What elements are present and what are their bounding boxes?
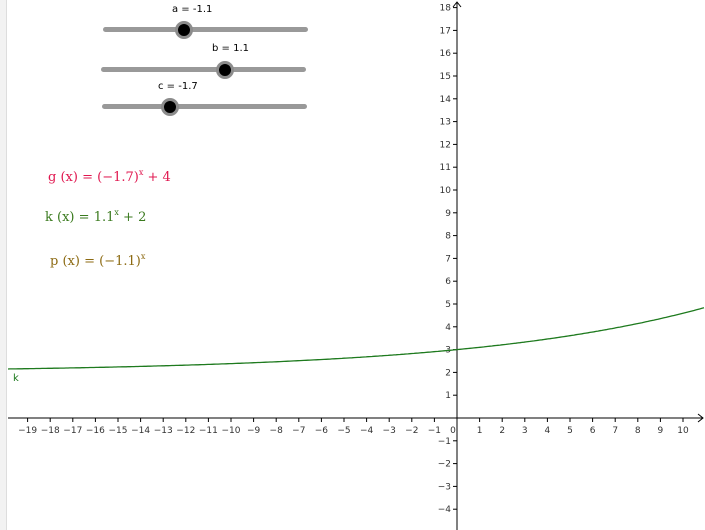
x-tick-label: 2 [499,426,505,436]
x-tick-label: −18 [41,426,60,436]
x-tick-label: −8 [270,426,284,436]
slider-b-knob[interactable] [216,61,234,79]
x-tick-label: −12 [176,426,195,436]
x-axis-arrow [697,413,704,423]
slider-a-track[interactable] [103,27,308,32]
expression-p-exponent: x [140,252,146,261]
expression-p-arg: (x) [62,254,80,269]
x-tick-label: −11 [199,426,218,436]
curve-label-k: k [13,373,19,384]
curve-k [7,307,705,370]
expression-p-name: p [50,254,59,269]
x-tick-label: −3 [383,426,396,436]
expression-p[interactable]: p (x) = (−1.1)x [50,252,145,269]
slider-b[interactable]: b = 1.1 [101,43,307,79]
slider-a-knob[interactable] [175,21,193,39]
expression-k-eq: = [78,210,90,225]
x-tick-label: 1 [477,426,483,436]
x-tick-label: 8 [635,426,641,436]
x-tick-label: −16 [86,426,105,436]
expression-g-base: (−1.7) [97,170,139,185]
x-tick-label: −17 [63,426,82,436]
expression-k[interactable]: k (x) = 1.1x + 2 [45,208,146,225]
x-tick-label: 3 [522,426,528,436]
x-tick-label: −2 [405,426,418,436]
y-tick-label: 11 [440,163,451,173]
expression-g-exponent: x [138,168,144,177]
slider-b-track[interactable] [101,67,306,72]
y-tick-label: 9 [445,209,451,219]
expression-k-tail: + 2 [123,210,147,225]
expression-k-name: k [45,210,53,225]
y-axis-arrow [452,1,462,8]
panel-edge [0,0,7,530]
x-tick-label: 10 [677,426,689,436]
expression-g-arg: (x) [60,170,78,185]
x-tick-label: −4 [360,426,374,436]
y-tick-label: 10 [440,186,452,196]
y-tick-label: 8 [445,232,451,242]
x-tick-label: −13 [154,426,173,436]
x-tick-label: 9 [658,426,664,436]
x-tick-label: 5 [567,426,573,436]
slider-a[interactable]: a = -1.1 [103,4,309,39]
x-tick-label: 7 [612,426,618,436]
y-tick-label: 18 [440,4,452,14]
y-tick-label: 5 [445,300,451,310]
x-tick-label: −6 [315,426,329,436]
slider-c-label: c = -1.7 [158,81,198,92]
y-tick-label: 14 [440,95,452,105]
x-tick-label: −7 [292,426,305,436]
slider-c-knob[interactable] [161,98,179,116]
y-tick-label: −4 [438,505,452,515]
slider-c[interactable]: c = -1.7 [102,81,308,116]
x-tick-label: −19 [18,426,37,436]
expression-g-eq: = [82,170,93,185]
slider-a-label: a = -1.1 [172,4,213,15]
y-tick-label: 7 [445,254,451,264]
y-tick-label: 16 [440,49,452,59]
curves-group [7,307,705,370]
y-tick-label: 6 [445,277,451,287]
y-tick-label: 2 [445,368,451,378]
expression-k-exponent: x [114,208,119,217]
y-tick-label: 4 [445,323,451,333]
slider-b-label: b = 1.1 [212,43,249,54]
y-tick-label: −2 [438,460,451,470]
x-tick-label: −14 [131,426,150,436]
slider-c-track[interactable] [102,104,307,109]
expression-g-tail: + 4 [147,170,171,185]
expression-k-arg: (x) [57,210,75,225]
x-tick-label: −10 [222,426,241,436]
y-tick-label: 15 [440,72,451,82]
expression-p-base: (−1.1) [99,254,141,269]
expression-g-name: g [48,170,57,185]
x-tick-label: −15 [109,426,128,436]
x-tick-label: −5 [337,426,350,436]
x-tick-label: 0 [450,426,456,436]
y-tick-label: −1 [438,437,451,447]
expression-k-base: 1.1 [93,210,115,225]
y-tick-label: 12 [440,140,451,150]
y-tick-label: −3 [438,482,451,492]
x-tick-label: −9 [247,426,261,436]
x-tick-label: −1 [428,426,441,436]
y-tick-label: 17 [440,26,451,36]
y-tick-label: 13 [440,118,451,128]
x-tick-label: 6 [590,426,596,436]
x-tick-label: 4 [545,426,551,436]
expression-g[interactable]: g (x) = (−1.7)x + 4 [48,168,171,185]
expression-p-eq: = [84,254,95,269]
axes-group: −19 −18 −17 −16 −15 −14 −13 −12 −11 −10 −9 −8 −7 −6 −5… [8,1,704,530]
y-tick-label: 1 [445,391,451,401]
